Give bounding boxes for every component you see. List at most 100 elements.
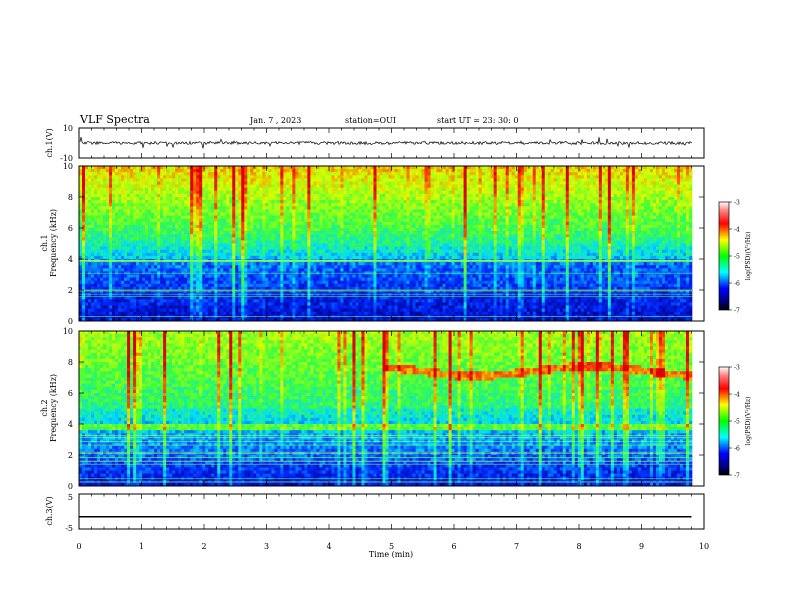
ch1-spectrogram-cell: [425, 228, 428, 231]
ch1-spectrogram-cell: [410, 225, 413, 228]
ch1-spectrogram-cell: [373, 178, 376, 181]
ch1-spectrogram-cell: [232, 206, 235, 209]
ch1-spectrogram-cell: [175, 188, 178, 191]
ch1-spectrogram-cell: [145, 197, 148, 200]
ch1-spectrogram-cell: [647, 228, 650, 231]
ch1-spectrogram-cell: [100, 228, 103, 231]
ch1-spectrogram-cell: [611, 194, 614, 197]
ch1-spectrogram-cell: [343, 172, 346, 175]
ch1-spectrogram-cell: [196, 231, 199, 234]
ch1-spectrogram-cell: [629, 169, 632, 172]
ch1-spectrogram-cell: [355, 197, 358, 200]
ch1-spectrogram-cell: [569, 237, 572, 240]
ch1-spectrogram-cell: [124, 222, 127, 225]
ch1-spectrogram-cell: [401, 206, 404, 209]
ch1-spectrogram-cell: [425, 203, 428, 206]
ch1-spectrogram-cell: [473, 219, 476, 222]
ch1-spectrogram-cell: [599, 175, 602, 178]
ch1-spectrogram-cell: [364, 213, 367, 216]
ch1-spectrogram-cell: [530, 222, 533, 225]
ch1-spectrogram-cell: [256, 206, 259, 209]
ch1-spectrogram-cell: [449, 231, 452, 234]
ch1-spectrogram-cell: [530, 166, 533, 169]
ch1-spectrogram-cell: [178, 231, 181, 234]
ch1-spectrogram-cell: [530, 178, 533, 181]
ch1-spectrogram-cell: [656, 213, 659, 216]
ch1-spectrogram-cell: [202, 231, 205, 234]
ch1-spectrogram-cell: [620, 216, 623, 219]
ch1-spectrogram-cell: [154, 234, 157, 237]
ch1-spectrogram-cell: [431, 182, 434, 185]
ch1-spectrogram-cell: [196, 185, 199, 188]
ch1-spectrogram-cell: [97, 175, 100, 178]
ch1-spectrogram-cell: [641, 237, 644, 240]
ch1-spectrogram-cell: [229, 182, 232, 185]
ch1-spectrogram-cell: [464, 219, 467, 222]
ch1-spectrogram-cell: [521, 191, 524, 194]
ch1-spectrogram-cell: [217, 169, 220, 172]
ch1-spectrogram-cell: [455, 237, 458, 240]
ch1-spectrogram-cell: [524, 206, 527, 209]
ch1-spectrogram-cell: [169, 200, 172, 203]
ch1-spectrogram-cell: [211, 225, 214, 228]
ch1-spectrogram-cell: [100, 206, 103, 209]
ch1-spectrogram-cell: [148, 209, 151, 212]
ch1-spectrogram-cell: [548, 172, 551, 175]
ch1-spectrogram-cell: [85, 182, 88, 185]
ch1-spectrogram-cell: [295, 228, 298, 231]
ch1-spectrogram-cell: [383, 228, 386, 231]
ch1-spectrogram-cell: [262, 222, 265, 225]
ch1-spectrogram-cell: [401, 225, 404, 228]
ch1-spectrogram-cell: [91, 197, 94, 200]
ch1-spectrogram-cell: [205, 191, 208, 194]
ch1-spectrogram-cell: [277, 213, 280, 216]
ch1-spectrogram-cell: [635, 225, 638, 228]
ch1-spectrogram-cell: [190, 197, 193, 200]
ch1-spectrogram-cell: [340, 228, 343, 231]
ch1-spectrogram-cell: [566, 234, 569, 237]
ch1-spectrogram-cell: [548, 216, 551, 219]
ch1-spectrogram-cell: [298, 234, 301, 237]
ch1-spectrogram-cell: [277, 188, 280, 191]
ch1-spectrogram-cell: [133, 166, 136, 169]
ch1-spectrogram-cell: [605, 222, 608, 225]
ch1-spectrogram-cell: [647, 222, 650, 225]
ch1-spectrogram-cell: [587, 219, 590, 222]
ch1-spectrogram-cell: [542, 169, 545, 172]
ch1-spectrogram-cell: [346, 222, 349, 225]
ch1-spectrogram-cell: [142, 188, 145, 191]
ch1-spectrogram-cell: [214, 234, 217, 237]
ch1-spectrogram-cell: [422, 231, 425, 234]
ch1-spectrogram-cell: [563, 209, 566, 212]
ch1-spectrogram-cell: [563, 178, 566, 181]
ch1-spectrogram-cell: [334, 172, 337, 175]
ch1-spectrogram-cell: [554, 206, 557, 209]
ch1-spectrogram-cell: [401, 172, 404, 175]
ch1-spectrogram-cell: [509, 203, 512, 206]
ch1-spectrogram-cell: [593, 206, 596, 209]
ch1-spectrogram-cell: [641, 231, 644, 234]
ch1-spectrogram-cell: [491, 203, 494, 206]
ch1-spectrogram-cell: [142, 203, 145, 206]
ch1-spectrogram-cell: [295, 172, 298, 175]
ch1-spectrogram-cell: [88, 219, 91, 222]
ch1-spectrogram-cell: [428, 185, 431, 188]
ch1-spectrogram-cell: [337, 188, 340, 191]
ch1-spectrogram-cell: [118, 213, 121, 216]
ch1-spectrogram-cell: [361, 203, 364, 206]
ch1-spectrogram-cell: [599, 182, 602, 185]
ch1-spectrogram-cell: [277, 169, 280, 172]
ch1-spectrogram-cell: [464, 225, 467, 228]
ch1-spectrogram-cell: [217, 213, 220, 216]
ch1-spectrogram-cell: [515, 194, 518, 197]
ch1-spectrogram-cell: [596, 172, 599, 175]
ch1-spectrogram-cell: [124, 228, 127, 231]
ch1-spectrogram-cell: [115, 203, 118, 206]
ch1-spectrogram-cell: [581, 188, 584, 191]
ch1-spectrogram-cell: [533, 185, 536, 188]
ch1-spectrogram-cell: [605, 209, 608, 212]
ch1-spectrogram-cell: [205, 216, 208, 219]
ch1-spectrogram-cell: [686, 206, 689, 209]
ch1-spectrogram-cell: [217, 182, 220, 185]
ch1-spectrogram-cell: [304, 234, 307, 237]
